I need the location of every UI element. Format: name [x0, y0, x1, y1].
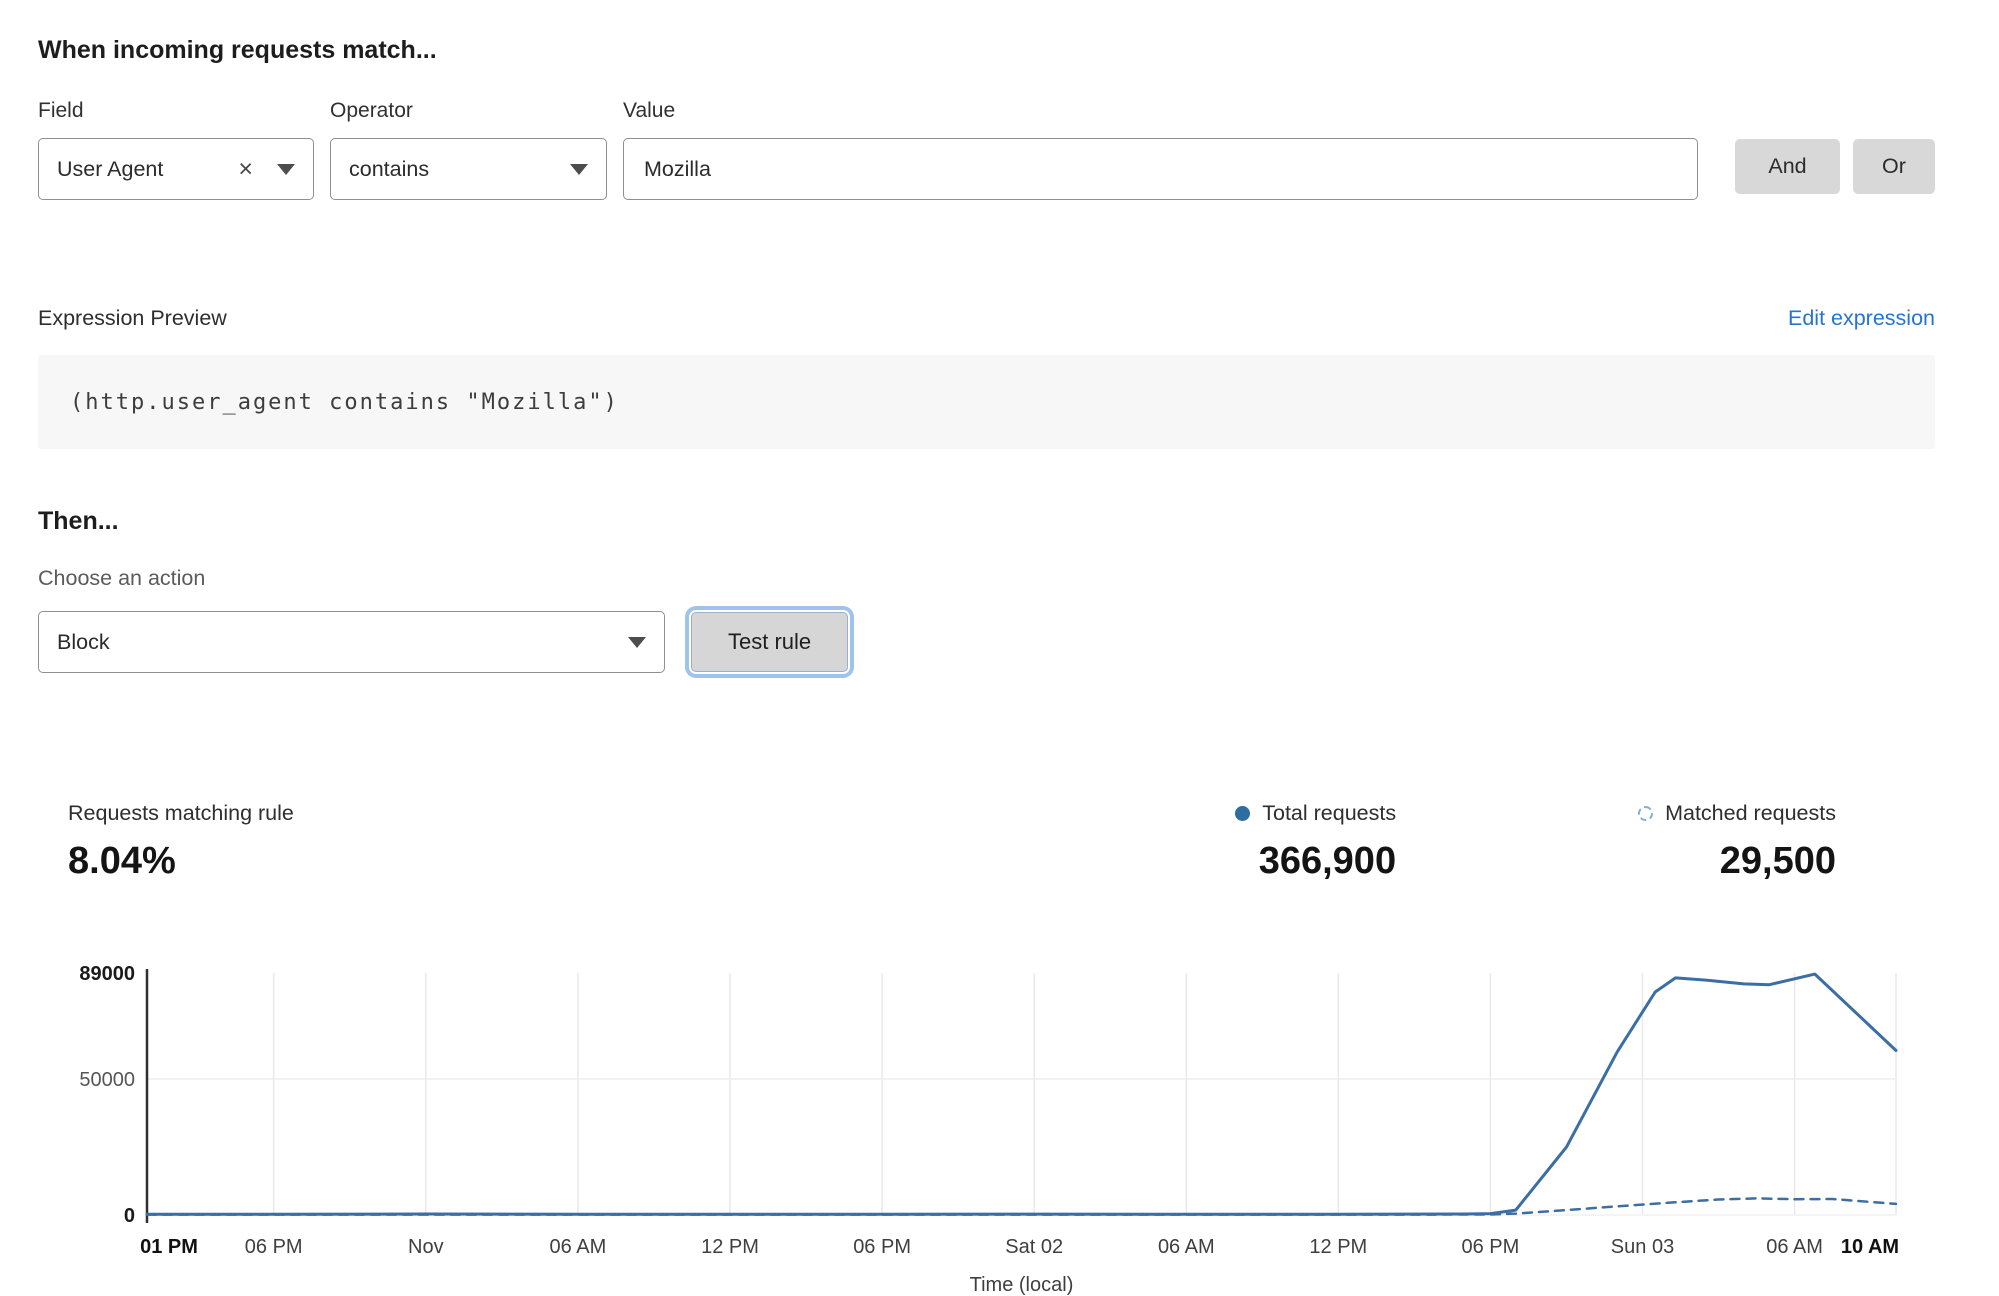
field-select-value: User Agent — [57, 156, 164, 181]
matched-requests-value: 29,500 — [1719, 840, 1836, 882]
svg-text:06 PM: 06 PM — [245, 1236, 303, 1258]
svg-text:0: 0 — [124, 1205, 135, 1227]
svg-text:06 AM: 06 AM — [1766, 1236, 1823, 1258]
svg-text:06 PM: 06 PM — [1461, 1236, 1519, 1258]
svg-text:12 PM: 12 PM — [1309, 1236, 1367, 1258]
action-select-value: Block — [57, 629, 110, 654]
clear-field-icon[interactable]: × — [238, 154, 253, 183]
operator-select[interactable]: contains — [330, 138, 607, 200]
svg-text:06 AM: 06 AM — [550, 1236, 607, 1258]
svg-text:01 PM: 01 PM — [140, 1236, 198, 1258]
svg-text:89000: 89000 — [79, 963, 135, 985]
dashed-circle-icon — [1638, 806, 1654, 821]
and-button[interactable]: And — [1735, 139, 1840, 194]
svg-text:50000: 50000 — [79, 1069, 135, 1091]
matched-requests-legend: Matched requests — [1638, 801, 1836, 826]
svg-text:Sat 02: Sat 02 — [1005, 1236, 1063, 1258]
value-column: Value — [623, 99, 1698, 200]
stats-row: Requests matching rule 8.04% Total reque… — [38, 801, 1935, 883]
total-requests-legend: Total requests — [1235, 801, 1396, 826]
total-requests-stat: Total requests 366,900 — [1235, 801, 1396, 883]
or-button[interactable]: Or — [1853, 139, 1935, 194]
total-requests-value: 366,900 — [1258, 840, 1397, 882]
expression-code-box: (http.user_agent contains "Mozilla") — [38, 355, 1935, 449]
operator-label: Operator — [330, 99, 413, 122]
matched-requests-label: Matched requests — [1665, 801, 1836, 825]
svg-text:12 PM: 12 PM — [701, 1236, 759, 1258]
svg-text:Nov: Nov — [408, 1236, 444, 1258]
expression-preview-label: Expression Preview — [38, 306, 227, 330]
firewall-rule-builder: When incoming requests match... Field Us… — [38, 36, 1935, 883]
matched-requests-stat: Matched requests 29,500 — [1638, 801, 1836, 883]
requests-matching-stat: Requests matching rule 8.04% — [68, 801, 1235, 883]
requests-chart: 0 50000 89000 01 PM 06 PM Nov 06 AM 12 PM 06 PM S… — [0, 961, 1999, 1296]
field-select[interactable]: User Agent × — [38, 138, 314, 200]
svg-text:10 AM: 10 AM — [1841, 1236, 1899, 1258]
choose-action-label: Choose an action — [38, 566, 206, 590]
operator-column: Operator contains — [330, 99, 607, 200]
field-column: Field User Agent × — [38, 99, 314, 200]
total-requests-label: Total requests — [1262, 801, 1397, 825]
solid-dot-icon — [1235, 806, 1251, 821]
svg-text:Time (local): Time (local) — [970, 1274, 1074, 1296]
action-row: Block Test rule — [38, 611, 1935, 673]
chevron-down-icon — [277, 163, 295, 175]
requests-timeseries-svg: 0 50000 89000 01 PM 06 PM Nov 06 AM 12 PM 06 PM S… — [79, 963, 1899, 1296]
chevron-down-icon — [628, 636, 646, 648]
edit-expression-link[interactable]: Edit expression — [1788, 306, 1935, 330]
condition-logic-buttons: And Or — [1735, 99, 1935, 200]
value-label: Value — [623, 99, 676, 122]
match-heading: When incoming requests match... — [38, 36, 437, 64]
action-select[interactable]: Block — [38, 611, 665, 673]
requests-matching-label: Requests matching rule — [68, 801, 294, 825]
value-input[interactable] — [623, 138, 1698, 200]
rule-condition-row: Field User Agent × Operator contains Val… — [38, 99, 1935, 200]
svg-text:06 AM: 06 AM — [1158, 1236, 1215, 1258]
svg-text:06 PM: 06 PM — [853, 1236, 911, 1258]
then-heading: Then... — [38, 507, 119, 535]
test-rule-button[interactable]: Test rule — [691, 612, 849, 672]
requests-matching-value: 8.04% — [68, 840, 176, 882]
svg-text:Sun 03: Sun 03 — [1611, 1236, 1674, 1258]
field-label: Field — [38, 99, 84, 122]
operator-select-value: contains — [349, 156, 430, 181]
expression-code: (http.user_agent contains "Mozilla") — [70, 389, 619, 415]
expression-preview-row: Expression Preview Edit expression — [38, 306, 1935, 331]
chevron-down-icon — [570, 163, 588, 175]
